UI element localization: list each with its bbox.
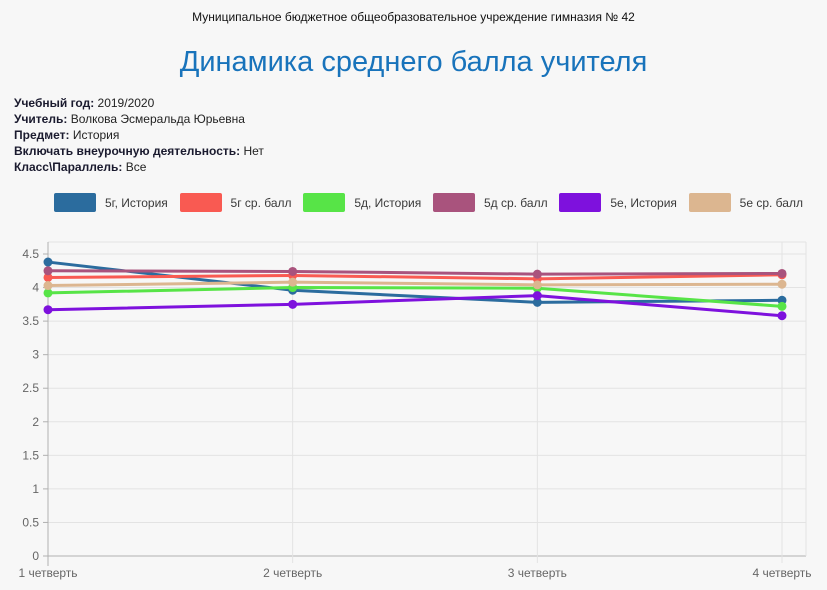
param-value: Все	[122, 160, 147, 174]
y-tick-label: 2.5	[22, 381, 39, 395]
param-value: Нет	[240, 144, 264, 158]
data-point	[532, 269, 542, 279]
report-param: Класс\Параллель: Все	[14, 159, 264, 175]
legend-swatch	[432, 193, 475, 212]
series-line	[46, 269, 784, 276]
chart-legend: 5г, История 5г ср. балл 5д, История 5д ср. …	[54, 193, 803, 212]
report-param: Включать внеурочную деятельность: Нет	[14, 143, 264, 159]
param-value: История	[69, 128, 120, 142]
data-point	[43, 288, 53, 298]
y-tick-label: 4	[32, 281, 39, 295]
legend-item: 5д, История	[303, 193, 421, 212]
report-param: Предмет: История	[14, 127, 264, 143]
data-point	[288, 299, 298, 309]
legend-item: 5е, История	[559, 193, 677, 212]
report-params: Учебный год: 2019/2020 Учитель: Волкова Э…	[14, 95, 264, 175]
data-point	[777, 268, 787, 278]
data-point	[43, 257, 53, 267]
x-tick-label: 3 четверть	[508, 566, 567, 580]
data-point	[43, 305, 53, 315]
org-name: Муниципальное бюджетное общеобразователь…	[192, 10, 635, 24]
series-line	[46, 273, 784, 281]
x-tick-label: 1 четверть	[18, 566, 77, 580]
data-point	[288, 266, 298, 276]
data-point	[43, 281, 53, 291]
report-param: Учитель: Волкова Эсмеральда Юрьевна	[14, 111, 264, 127]
series-line	[46, 294, 784, 318]
data-point	[777, 301, 787, 311]
y-tick-label: 0.5	[22, 515, 39, 529]
series-line	[46, 280, 784, 288]
legend-item: 5д ср. балл	[432, 193, 548, 212]
legend-swatch	[54, 193, 96, 212]
param-label: Предмет:	[14, 128, 70, 142]
data-point	[43, 272, 53, 282]
param-label: Учебный год:	[14, 96, 95, 110]
legend-item: 5е ср. балл	[688, 193, 803, 212]
data-point	[43, 266, 53, 276]
y-tick-label: 0	[32, 549, 39, 563]
legend-label: 5е, История	[610, 195, 677, 210]
data-point	[532, 280, 542, 290]
legend-label: 5г ср. балл	[230, 195, 292, 210]
legend-swatch	[179, 193, 222, 212]
legend-label: 5г, История	[105, 195, 168, 210]
y-tick-label: 2	[32, 415, 39, 429]
data-point	[777, 279, 787, 289]
param-label: Включать внеурочную деятельность:	[14, 144, 241, 158]
legend-item: 5г, История	[54, 193, 168, 212]
x-tick-label: 2 четверть	[263, 566, 322, 580]
param-value: Волкова Эсмеральда Юрьевна	[67, 112, 245, 126]
x-tick-label: 4 четверть	[752, 566, 811, 580]
legend-label: 5е ср. балл	[739, 195, 803, 210]
y-tick-label: 4.5	[22, 247, 39, 261]
legend-label: 5д, История	[354, 195, 422, 210]
y-tick-label: 1.5	[22, 448, 39, 462]
data-point	[777, 311, 787, 321]
y-tick-label: 1	[32, 482, 39, 496]
legend-swatch	[688, 193, 731, 212]
data-point	[532, 291, 542, 301]
legend-label: 5д ср. балл	[483, 195, 548, 210]
y-tick-label: 3	[32, 348, 39, 362]
data-point	[288, 277, 298, 287]
page-title: Динамика среднего балла учителя	[179, 46, 648, 78]
legend-swatch	[559, 193, 602, 212]
report-param: Учебный год: 2019/2020	[14, 95, 264, 111]
legend-swatch	[303, 193, 346, 212]
line-chart: 0 0.5 1 1.5 2 2.5 3 3.5 4 4.5 1 четверть 2 четверть…	[18, 241, 812, 580]
param-label: Класс\Параллель:	[14, 160, 123, 174]
series-line	[46, 286, 784, 308]
y-tick-label: 3.5	[22, 314, 39, 328]
legend-item: 5г ср. балл	[179, 193, 292, 212]
param-value: 2019/2020	[94, 96, 155, 110]
data-point	[532, 297, 542, 307]
param-label: Учитель:	[14, 112, 68, 126]
